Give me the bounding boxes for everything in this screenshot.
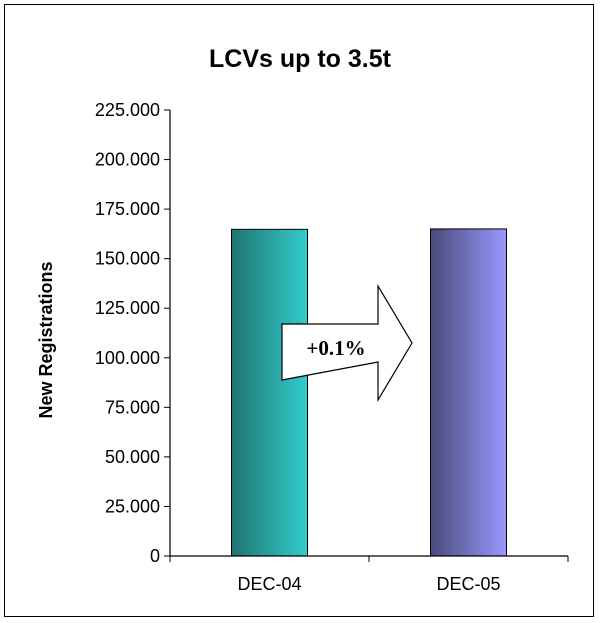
y-tick-label: 50.000 bbox=[105, 447, 160, 467]
arrow-shape bbox=[281, 283, 413, 403]
growth-arrow-annotation: +0.1% bbox=[281, 283, 413, 403]
x-tick-label: DEC-04 bbox=[237, 574, 301, 594]
y-axis-label: New Registrations bbox=[36, 261, 56, 418]
chart-title: LCVs up to 3.5t bbox=[209, 45, 392, 73]
y-tick-label: 225.000 bbox=[95, 100, 160, 120]
bar-dec-05 bbox=[430, 228, 507, 557]
y-tick-label: 200.000 bbox=[95, 150, 160, 170]
y-tick-label: 75.000 bbox=[105, 397, 160, 417]
x-tick-label: DEC-05 bbox=[436, 574, 500, 594]
bar-dec-04 bbox=[231, 228, 308, 557]
y-tick-label: 150.000 bbox=[95, 249, 160, 269]
y-tick-label: 25.000 bbox=[105, 496, 160, 516]
y-tick-label: 0 bbox=[150, 546, 160, 566]
y-tick-label: 100.000 bbox=[95, 348, 160, 368]
y-tick-label: 175.000 bbox=[95, 199, 160, 219]
y-tick-label: 125.000 bbox=[95, 298, 160, 318]
growth-annotation: +0.1% bbox=[306, 336, 365, 360]
